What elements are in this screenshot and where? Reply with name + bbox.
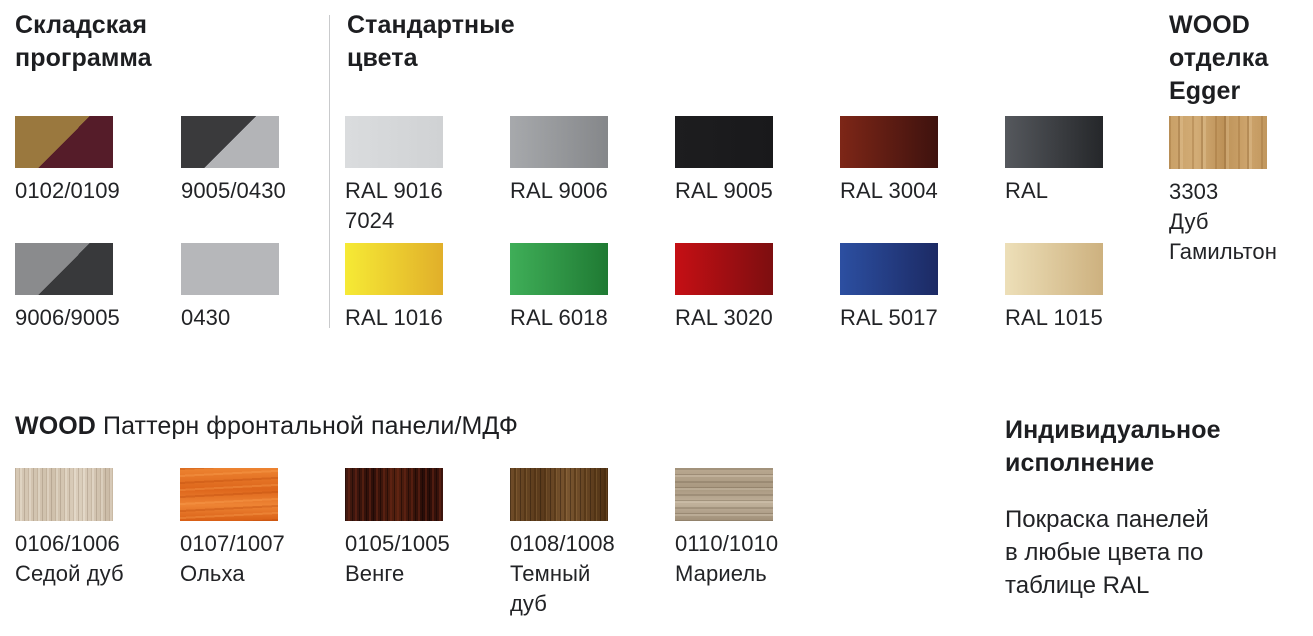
- color-swatch: [181, 116, 279, 168]
- standard-swatch-grid: RAL 9016 7024 RAL 9006 RAL 9005 RAL 3004 RAL…: [345, 116, 1103, 370]
- swatch-label: RAL 9005: [675, 178, 773, 203]
- swatch-cell: 0110/1010 Мариель: [675, 468, 778, 595]
- custom-finish-title: Индивидуальное исполнение: [1005, 416, 1221, 477]
- color-swatch: [15, 116, 113, 168]
- color-swatch: [675, 116, 773, 168]
- swatch-label: 0107/1007 Ольха: [180, 531, 285, 586]
- color-swatch: [1005, 243, 1103, 295]
- custom-finish-description: Покраска панелей в любые цвета по таблиц…: [1005, 506, 1209, 599]
- color-swatch: [181, 243, 279, 295]
- dark-oak-texture-swatch: [510, 468, 608, 521]
- color-swatch: [510, 243, 608, 295]
- swatch-label: 0108/1008 Темный дуб: [510, 531, 615, 616]
- color-swatch: [15, 243, 113, 295]
- swatch-cell: 0105/1005 Венге: [345, 468, 450, 595]
- swatch-cell: RAL 1016: [345, 243, 443, 370]
- wenge-texture-swatch: [345, 468, 443, 521]
- swatch-cell: 0107/1007 Ольха: [180, 468, 285, 595]
- swatch-cell: 0106/1006 Седой дуб: [15, 468, 124, 595]
- swatch-label: 0110/1010 Мариель: [675, 531, 779, 586]
- swatch-cell: 9005/0430: [181, 116, 286, 243]
- swatch-label: RAL: [1005, 178, 1049, 203]
- swatch-label: 0102/0109: [15, 178, 120, 203]
- color-swatch: [1005, 116, 1103, 168]
- wood-pattern-title: WOOD Паттерн фронтальной панели/МДФ: [15, 410, 518, 443]
- swatch-cell: RAL 5017: [840, 243, 938, 370]
- warehouse-program-title: Складская программа: [15, 11, 152, 72]
- swatch-label: 9005/0430: [181, 178, 286, 203]
- swatch-label: RAL 1015: [1005, 305, 1103, 330]
- wood-swatch-grid: 0106/1006 Седой дуб 0107/1007 Ольха 0105/1…: [15, 468, 778, 616]
- swatch-label: RAL 5017: [840, 305, 938, 330]
- egger-swatch-cell: 3303 Дуб Гамильтон: [1169, 116, 1277, 267]
- swatch-cell: 0108/1008 Темный дуб: [510, 468, 615, 616]
- swatch-label: RAL 3020: [675, 305, 773, 330]
- wood-pattern-title-rest: Паттерн фронтальной панели/МДФ: [95, 412, 519, 440]
- mariel-texture-swatch: [675, 468, 773, 521]
- swatch-cell: 9006/9005: [15, 243, 120, 370]
- swatch-cell: RAL: [1005, 116, 1103, 243]
- swatch-label: RAL 1016: [345, 305, 443, 330]
- swatch-label: 0105/1005 Венге: [345, 531, 450, 586]
- swatch-label: 0430: [181, 305, 231, 330]
- swatch-label: RAL 9006: [510, 178, 608, 203]
- swatch-label: 0106/1006 Седой дуб: [15, 531, 124, 586]
- standard-colors-title: Стандартные цвета: [347, 11, 515, 72]
- swatch-cell: RAL 9006: [510, 116, 608, 243]
- grey-oak-texture-swatch: [15, 468, 113, 521]
- swatch-label: RAL 3004: [840, 178, 938, 203]
- color-swatch: [345, 116, 443, 168]
- swatch-cell: RAL 3020: [675, 243, 773, 370]
- wood-egger-title: WOOD отделка Egger: [1169, 11, 1269, 105]
- swatch-cell: RAL 6018: [510, 243, 608, 370]
- swatch-label: RAL 9016 7024: [345, 178, 443, 233]
- color-swatch: [345, 243, 443, 295]
- swatch-cell: 0430: [181, 243, 279, 370]
- swatch-cell: RAL 3004: [840, 116, 938, 243]
- swatch-label: RAL 6018: [510, 305, 608, 330]
- swatch-cell: RAL 1015: [1005, 243, 1103, 370]
- vertical-divider: [329, 15, 330, 328]
- wood-pattern-title-bold: WOOD: [15, 412, 96, 440]
- warehouse-swatch-grid: 0102/0109 9005/0430 9006/9005 0430: [15, 116, 286, 370]
- egger-oak-texture-swatch: [1169, 116, 1267, 169]
- alder-texture-swatch: [180, 468, 278, 521]
- color-swatch: [510, 116, 608, 168]
- color-swatch: [840, 116, 938, 168]
- color-swatch: [675, 243, 773, 295]
- color-swatch: [840, 243, 938, 295]
- swatch-label: 9006/9005: [15, 305, 120, 330]
- swatch-cell: RAL 9016 7024: [345, 116, 443, 243]
- swatch-label: 3303 Дуб Гамильтон: [1169, 179, 1278, 264]
- swatch-cell: RAL 9005: [675, 116, 773, 243]
- swatch-cell: 0102/0109: [15, 116, 120, 243]
